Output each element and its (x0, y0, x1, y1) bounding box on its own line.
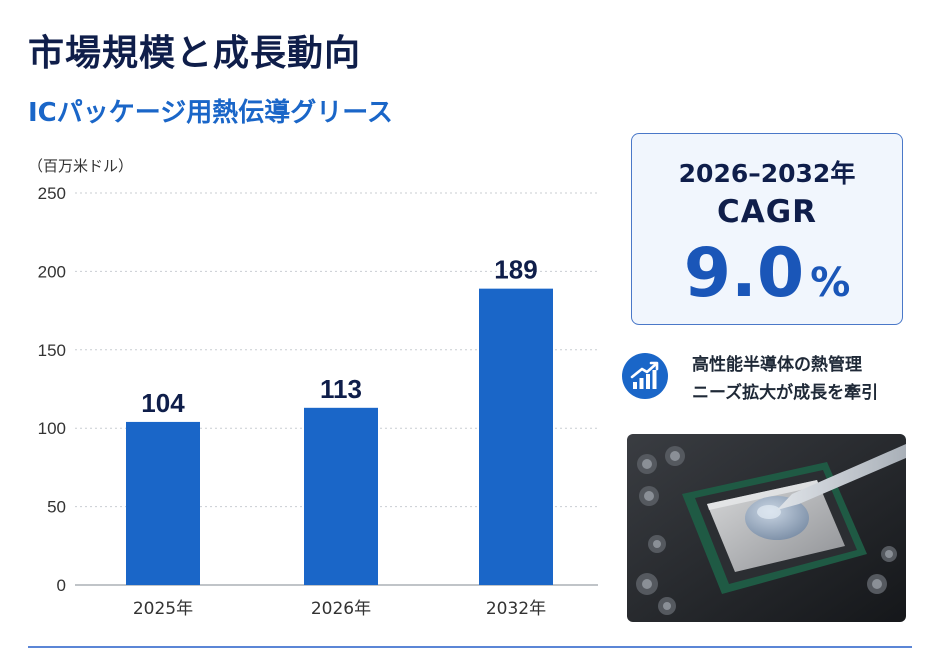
x-tick-label: 2032年 (486, 599, 546, 619)
y-tick-label: 100 (38, 419, 66, 438)
page-title: 市場規模と成長動向 (28, 33, 362, 74)
bar (126, 421, 200, 585)
growth-driver-line1: 高性能半導体の熱管理 (692, 355, 862, 375)
cagr-unit: % (810, 260, 851, 306)
growth-chart-icon (622, 353, 668, 399)
value-labels-layer: 104 113 189 (141, 255, 537, 418)
cpu-thermal-grease-image (627, 434, 906, 622)
y-axis-unit-label: （百万米ドル） (28, 157, 134, 175)
y-tick-label: 250 (38, 184, 66, 203)
bar-value-label: 104 (141, 388, 185, 418)
x-tick-label: 2025年 (133, 599, 193, 619)
y-tick-label: 200 (38, 262, 66, 281)
cagr-label: CAGR (716, 194, 818, 230)
growth-driver-line2: ニーズ拡大が成長を牽引 (692, 383, 879, 403)
x-tick-label: 2026年 (311, 599, 371, 619)
bar-chart: 0 50 100 150 200 250 104 113 189 2025年 2026年 2032… (38, 184, 598, 619)
cagr-value: 9.0 (683, 234, 805, 313)
y-tick-label: 0 (57, 576, 66, 595)
growth-driver-text: 高性能半導体の熱管理 ニーズ拡大が成長を牽引 (692, 351, 878, 407)
growth-driver: 高性能半導体の熱管理 ニーズ拡大が成長を牽引 (622, 347, 922, 413)
y-axis-ticks: 0 50 100 150 200 250 (38, 184, 66, 595)
bar (304, 407, 378, 585)
bar-value-label: 113 (320, 374, 362, 404)
bottom-divider (28, 646, 912, 648)
cagr-value-row: 9.0% (632, 234, 902, 314)
cagr-card: 2026–2032年 CAGR 9.0% (631, 133, 903, 325)
cagr-period: 2026–2032年 (678, 159, 856, 188)
bar (479, 288, 553, 585)
y-tick-label: 150 (38, 341, 66, 360)
bar-value-label: 189 (494, 255, 537, 285)
page-subtitle: ICパッケージ用熱伝導グリース (28, 98, 393, 128)
x-axis-ticks: 2025年 2026年 2032年 (133, 599, 546, 619)
y-tick-label: 50 (47, 498, 66, 517)
bars-layer (126, 288, 553, 585)
